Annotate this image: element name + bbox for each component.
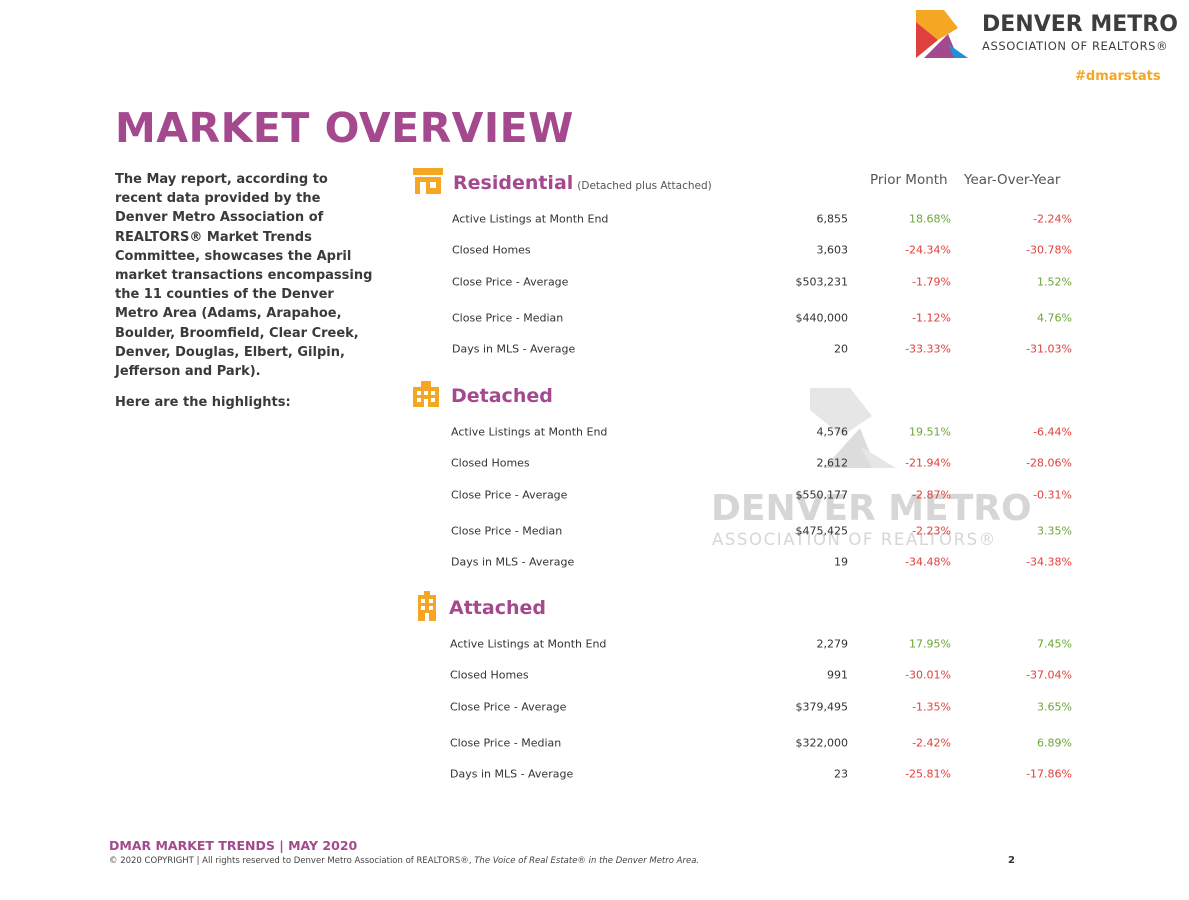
logo-sub: ASSOCIATION OF REALTORS® — [982, 39, 1169, 53]
metric-value: 2,612 — [816, 456, 849, 470]
footer-copyright: © 2020 COPYRIGHT | All rights reserved t… — [109, 856, 699, 866]
prior-month-change: 18.68% — [909, 212, 951, 226]
footer-title: DMAR MARKET TRENDS | MAY 2020 — [109, 838, 358, 853]
year-over-year-change: 6.89% — [1037, 736, 1072, 750]
year-over-year-change: -31.03% — [1026, 342, 1072, 356]
section-note: (Detached plus Attached) — [577, 180, 712, 192]
metric-label: Close Price - Average — [450, 700, 567, 714]
metric-label: Close Price - Median — [450, 736, 562, 750]
page-title: MARKET OVERVIEW — [115, 104, 574, 152]
section-heading: Residential (Detached plus Attached) — [453, 172, 712, 194]
metric-value: 991 — [827, 668, 848, 682]
prior-month-change: -1.79% — [912, 275, 951, 289]
year-over-year-change: -34.38% — [1026, 555, 1072, 569]
tagline: The Voice of Real Estate® in the Denver … — [474, 856, 700, 866]
prior-month-change: -21.94% — [905, 456, 951, 470]
logo-mark — [916, 10, 968, 58]
watermark-name: DENVER METRO — [711, 488, 1032, 529]
prior-month-change: 17.95% — [909, 637, 951, 651]
page-number: 2 — [1008, 855, 1015, 866]
metric-value: 4,576 — [816, 425, 849, 439]
metric-value: 2,279 — [816, 637, 849, 651]
year-over-year-change: -30.78% — [1026, 243, 1072, 257]
watermark-sub: ASSOCIATION OF REALTORS® — [712, 530, 997, 549]
year-over-year-change: -17.86% — [1026, 767, 1072, 781]
copyright: © 2020 COPYRIGHT | All rights reserved t… — [109, 856, 472, 866]
metric-label: Days in MLS - Average — [452, 342, 576, 356]
section-heading: Detached — [451, 385, 553, 407]
watermark-mark — [810, 388, 896, 468]
metric-label: Closed Homes — [450, 668, 529, 682]
year-over-year-change: 1.52% — [1037, 275, 1072, 289]
prior-month-change: -24.34% — [905, 243, 951, 257]
detached-icon — [413, 381, 439, 407]
year-over-year-change: -2.24% — [1033, 212, 1072, 226]
year-over-year-change: 4.76% — [1037, 311, 1072, 325]
year-over-year-change: -0.31% — [1033, 488, 1072, 502]
metric-value: 20 — [834, 342, 848, 356]
prior-month-change: -2.87% — [912, 488, 951, 502]
metric-label: Active Listings at Month End — [451, 425, 608, 439]
metric-label: Closed Homes — [452, 243, 531, 257]
metric-value: $440,000 — [795, 311, 849, 325]
metric-label: Close Price - Average — [452, 275, 569, 289]
metric-label: Closed Homes — [451, 456, 530, 470]
year-over-year-change: -37.04% — [1026, 668, 1072, 682]
intro-paragraph: Here are the highlights: — [115, 395, 291, 411]
metric-value: 23 — [834, 767, 848, 781]
metric-label: Days in MLS - Average — [451, 555, 575, 569]
column-header: Prior Month — [870, 172, 948, 188]
prior-month-change: -2.42% — [912, 736, 951, 750]
metric-value: 6,855 — [816, 212, 849, 226]
year-over-year-change: -6.44% — [1033, 425, 1072, 439]
intro-paragraph: The May report, according to recent data… — [115, 172, 373, 380]
prior-month-change: -1.12% — [912, 311, 951, 325]
year-over-year-change: 3.65% — [1037, 700, 1072, 714]
attached-icon — [418, 591, 436, 621]
metric-value: $379,495 — [795, 700, 849, 714]
prior-month-change: -2.23% — [912, 524, 951, 538]
intro: The May report, according to recent data… — [115, 170, 377, 424]
metric-label: Close Price - Average — [451, 488, 568, 502]
metric-value: $503,231 — [795, 275, 849, 289]
prior-month-change: -25.81% — [905, 767, 951, 781]
metric-value: $322,000 — [795, 736, 849, 750]
metric-value: $475,425 — [795, 524, 849, 538]
hashtag: #dmarstats — [1075, 69, 1161, 84]
section-name: Detached — [451, 385, 553, 407]
year-over-year-change: -28.06% — [1026, 456, 1072, 470]
year-over-year-change: 3.35% — [1037, 524, 1072, 538]
metric-value: 3,603 — [816, 243, 849, 257]
logo-name: DENVER METRO — [982, 12, 1178, 37]
metric-value: $550,177 — [795, 488, 849, 502]
metric-label: Days in MLS - Average — [450, 767, 574, 781]
section-heading: Attached — [449, 597, 546, 619]
section-name: Attached — [449, 597, 546, 619]
metric-label: Active Listings at Month End — [450, 637, 607, 651]
prior-month-change: -1.35% — [912, 700, 951, 714]
section-name: Residential — [453, 172, 574, 194]
prior-month-change: 19.51% — [909, 425, 951, 439]
column-header: Year-Over-Year — [964, 172, 1061, 188]
residential-icon — [413, 168, 443, 194]
metric-label: Active Listings at Month End — [452, 212, 609, 226]
prior-month-change: -33.33% — [905, 342, 951, 356]
prior-month-change: -34.48% — [905, 555, 951, 569]
prior-month-change: -30.01% — [905, 668, 951, 682]
metric-value: 19 — [834, 555, 848, 569]
metric-label: Close Price - Median — [452, 311, 564, 325]
metric-label: Close Price - Median — [451, 524, 563, 538]
year-over-year-change: 7.45% — [1037, 637, 1072, 651]
